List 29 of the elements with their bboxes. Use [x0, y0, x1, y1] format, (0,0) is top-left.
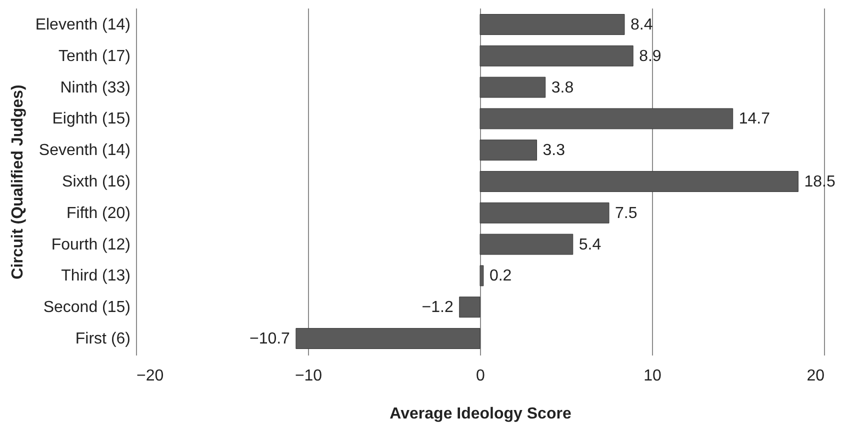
data-label: −1.2 — [422, 299, 454, 316]
x-tick-label: 0 — [476, 368, 486, 384]
y-tick-label: Fourth (12) — [51, 236, 130, 254]
y-tick-label: Sixth (16) — [62, 174, 130, 190]
data-label: 0.2 — [489, 268, 512, 285]
data-label: 18.5 — [804, 174, 836, 190]
y-tick-label: Eleventh (14) — [35, 16, 130, 34]
data-label: 3.8 — [551, 79, 574, 96]
x-tick-label: −10 — [294, 368, 322, 384]
data-label: 8.4 — [630, 16, 653, 34]
data-label: 3.3 — [542, 142, 566, 160]
x-tick-label: 20 — [806, 368, 825, 384]
y-tick-label: Second (15) — [43, 299, 130, 316]
data-label: 7.5 — [615, 204, 638, 222]
x-tick-label: 10 — [644, 368, 662, 384]
y-tick-label: First (6) — [75, 330, 130, 348]
data-label: 14.7 — [738, 110, 770, 128]
y-tick-label: Ninth (33) — [60, 79, 130, 96]
y-tick-label: Third (13) — [61, 268, 130, 285]
y-tick-label: Seventh (14) — [38, 142, 130, 160]
y-axis-title: Circuit (Qualified Judges) — [9, 84, 26, 280]
y-tick-label: Eighth (15) — [52, 110, 130, 128]
y-tick-label: Tenth (17) — [58, 48, 130, 65]
data-label: 8.9 — [639, 48, 662, 65]
data-label: −10.7 — [249, 330, 290, 348]
x-axis-title: Average Ideology Score — [390, 406, 572, 422]
data-label: 5.4 — [578, 236, 602, 254]
x-tick-label: −20 — [136, 368, 164, 384]
y-tick-label: Fifth (20) — [66, 204, 130, 222]
